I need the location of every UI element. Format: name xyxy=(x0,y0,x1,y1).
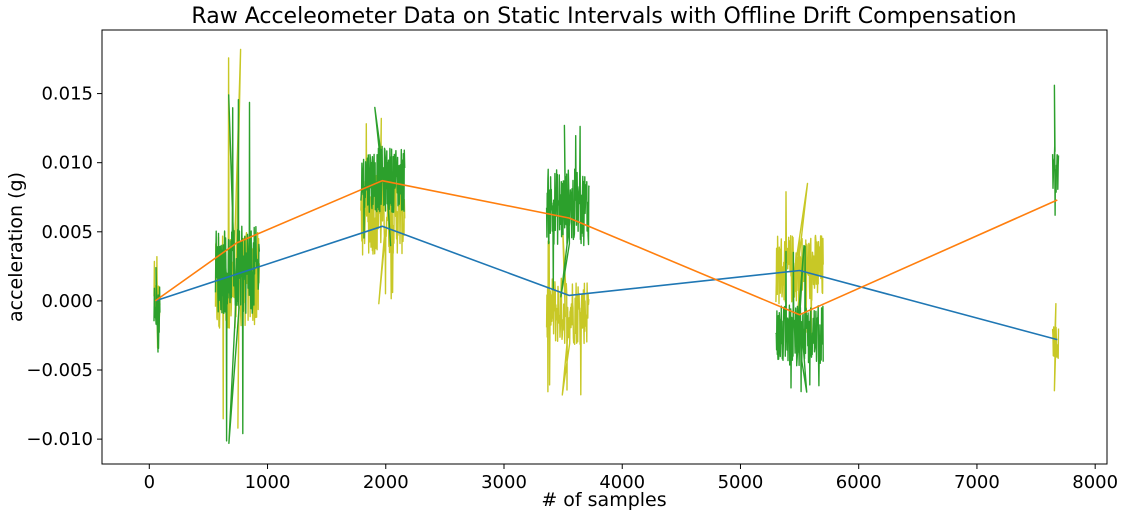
series-raw-green xyxy=(153,84,1060,444)
y-axis-ticks: −0.010 −0.005 0.000 0.005 0.010 0.015 xyxy=(26,84,102,450)
raw-yellow-interval-5 xyxy=(1051,303,1060,392)
raw-yellow-interval-4 xyxy=(775,182,824,344)
x-tick-label: 7000 xyxy=(954,472,1000,493)
x-tick-label: 2000 xyxy=(363,472,409,493)
y-tick-label: −0.010 xyxy=(26,429,93,450)
x-tick-label: 6000 xyxy=(836,472,882,493)
x-tick-label: 5000 xyxy=(718,472,764,493)
raw-yellow-interval-3 xyxy=(545,231,590,396)
y-tick-label: 0.015 xyxy=(41,84,93,105)
y-tick-label: 0.005 xyxy=(41,222,93,243)
x-tick-label: 8000 xyxy=(1072,472,1118,493)
raw-green-interval-1 xyxy=(214,94,260,444)
raw-green-interval-0 xyxy=(153,267,161,353)
x-tick-label: 1000 xyxy=(245,472,291,493)
y-tick-label: 0.010 xyxy=(41,153,93,174)
x-tick-label: 3000 xyxy=(481,472,527,493)
series-drift-blue xyxy=(154,225,1058,341)
raw-green-interval-4 xyxy=(775,244,824,393)
y-tick-label: −0.005 xyxy=(26,360,93,381)
y-tick-label: 0.000 xyxy=(41,291,93,312)
plot-frame xyxy=(101,29,1108,465)
chart-title: Raw Acceleometer Data on Static Interval… xyxy=(191,4,1016,29)
series-drift-orange xyxy=(154,179,1058,316)
raw-green-interval-5 xyxy=(1051,84,1060,216)
drift-orange-line xyxy=(154,179,1058,316)
drift-blue-line xyxy=(154,225,1058,341)
x-axis-ticks: 0 1000 2000 3000 4000 5000 6000 7000 8000 xyxy=(144,464,1118,493)
x-tick-label: 0 xyxy=(144,472,155,493)
x-axis-label: # of samples xyxy=(541,489,666,511)
series-layer xyxy=(153,48,1060,444)
raw-green-interval-3 xyxy=(545,124,590,298)
raw-green-interval-2 xyxy=(360,106,406,247)
x-tick-label: 4000 xyxy=(599,472,645,493)
y-axis-label: acceleration (g) xyxy=(5,172,27,322)
